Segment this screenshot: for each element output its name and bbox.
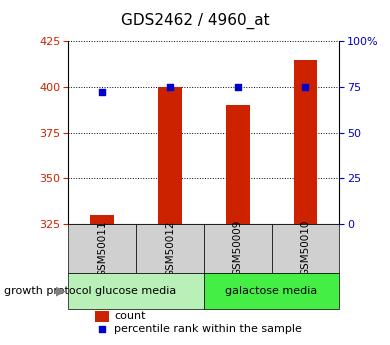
- Bar: [204, 273, 339, 308]
- Text: percentile rank within the sample: percentile rank within the sample: [114, 324, 302, 334]
- Bar: [68, 224, 136, 273]
- Text: GDS2462 / 4960_at: GDS2462 / 4960_at: [121, 13, 269, 29]
- Text: GSM50009: GSM50009: [233, 220, 243, 276]
- Point: [302, 84, 308, 90]
- Text: growth protocol: growth protocol: [4, 286, 95, 296]
- Text: GSM50010: GSM50010: [300, 220, 310, 276]
- Bar: [136, 224, 204, 273]
- Bar: [158, 87, 182, 224]
- Bar: [96, 311, 109, 322]
- Bar: [271, 224, 339, 273]
- Bar: [204, 224, 271, 273]
- Bar: [294, 60, 317, 224]
- Bar: [68, 273, 204, 308]
- Text: glucose media: glucose media: [96, 286, 177, 296]
- Text: ▶: ▶: [56, 284, 65, 297]
- Text: galactose media: galactose media: [225, 286, 318, 296]
- Bar: [90, 215, 114, 224]
- Bar: [226, 105, 250, 224]
- Text: GSM50011: GSM50011: [97, 220, 107, 277]
- Text: GSM50012: GSM50012: [165, 220, 175, 277]
- Point: [99, 326, 105, 332]
- Point: [99, 90, 105, 95]
- Point: [234, 84, 241, 90]
- Point: [167, 84, 173, 90]
- Text: count: count: [114, 312, 146, 322]
